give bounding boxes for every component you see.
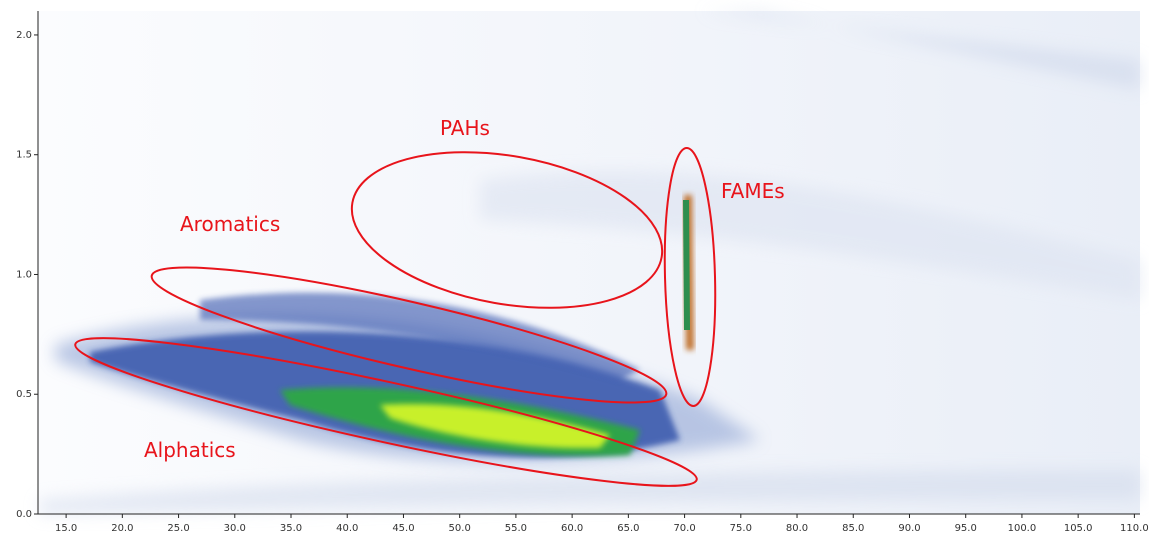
x-tick-label: 20.0 [111, 523, 133, 534]
y-tick-label: 0.5 [16, 389, 32, 400]
x-tick-label: 45.0 [392, 523, 414, 534]
blob-aromatic [200, 292, 640, 380]
y-tick-label: 2.0 [16, 30, 32, 41]
x-tick-label: 75.0 [730, 523, 752, 534]
x-tick-label: 105.0 [1064, 523, 1093, 534]
annotations: PAHs Aromatics FAMEs Alphatics [74, 116, 785, 487]
fames-core [683, 200, 690, 330]
annotation: Aromatics [180, 212, 280, 236]
x-tick-label: 70.0 [673, 523, 695, 534]
annotation: Alphatics [144, 438, 236, 462]
x-tick-label: 55.0 [505, 523, 527, 534]
x-tick-label: 80.0 [786, 523, 808, 534]
x-tick-label: 30.0 [224, 523, 246, 534]
x-tick-label: 100.0 [1008, 523, 1037, 534]
x-tick-label: 90.0 [898, 523, 920, 534]
fames-ellipse [663, 147, 717, 407]
blob-peak [380, 404, 610, 449]
x-tick-label: 15.0 [55, 523, 77, 534]
column-bleed [700, 11, 1140, 90]
plot-area [38, 11, 1140, 514]
x-tick-label: 35.0 [280, 523, 302, 534]
x-tick-label: 85.0 [842, 523, 864, 534]
x-tick-label: 25.0 [167, 523, 189, 534]
y-tick-label: 0.0 [16, 509, 32, 520]
x-tick-label: 40.0 [336, 523, 358, 534]
y-tick-label: 1.0 [16, 269, 32, 280]
bleed-band [480, 171, 1140, 300]
x-tick-label: 60.0 [561, 523, 583, 534]
x-tick-label: 95.0 [955, 523, 977, 534]
baseline-bleed [40, 470, 1140, 514]
pahs-ellipse [350, 151, 664, 309]
aliphatics-ellipse [74, 337, 698, 487]
annotation: PAHs [440, 116, 490, 140]
annotation: FAMEs [721, 179, 785, 203]
x-tick-label: 65.0 [617, 523, 639, 534]
x-tick-label: 110.0 [1120, 523, 1149, 534]
aromatics-ellipse [150, 266, 668, 404]
x-tick-label: 50.0 [449, 523, 471, 534]
y-tick-label: 1.5 [16, 150, 32, 161]
